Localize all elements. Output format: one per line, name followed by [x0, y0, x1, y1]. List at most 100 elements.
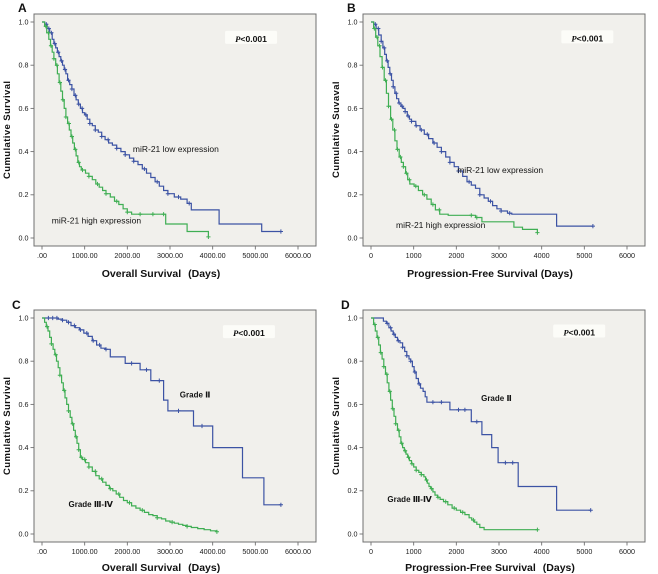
km-curve	[371, 317, 591, 511]
panel-a-plot: .00 1000.00 2000.00 3000.00 4000.00 5000.00 60…	[19, 13, 317, 260]
x-tick-label: 0	[369, 547, 373, 556]
y-tick-label: 0.2	[19, 190, 29, 199]
plot-frame	[362, 309, 646, 543]
p-value-box	[225, 30, 278, 44]
panel-b-letter: B	[347, 1, 356, 15]
x-axis-title-unit: (Days)	[188, 268, 221, 280]
panel-a: A Cumulative Survival .00 1000.00 2000.00 3…	[0, 0, 329, 290]
panel-c-letter: C	[12, 298, 21, 312]
x-tick-label: 3000	[491, 547, 507, 556]
y-tick-label: 0.4	[348, 147, 358, 156]
y-tick-label: 1.0	[348, 313, 358, 322]
x-axis-title-main: Overall Survival	[101, 562, 182, 574]
x-tick-label: 3000	[491, 251, 507, 260]
y-tick-label: 0.4	[19, 443, 29, 452]
y-tick-label: 0.8	[348, 357, 358, 366]
y-tick-label: 0.6	[348, 400, 358, 409]
km-curve	[42, 317, 281, 506]
x-tick-label: 2000.00	[114, 547, 140, 556]
x-tick-label: 4000.00	[200, 547, 226, 556]
x-tick-label: 2000	[448, 251, 464, 260]
panel-d-x-axis-title: Progression-Free Survival (Days)	[331, 562, 649, 574]
x-tick-label: .00	[37, 251, 47, 260]
p-value-label: P<0.001	[563, 327, 595, 337]
p-value-box	[561, 30, 614, 44]
y-tick-label: 0.0	[19, 529, 29, 538]
x-tick-label: 1000	[406, 251, 422, 260]
y-tick-label: 0.2	[19, 486, 29, 495]
x-tick-label: 5000	[576, 251, 592, 260]
y-tick-label: 0.6	[348, 104, 358, 113]
x-axis-title-unit: (Days)	[542, 562, 575, 574]
x-tick-label: 2000.00	[114, 251, 140, 260]
plot-frame	[33, 13, 317, 247]
p-value-box	[222, 325, 275, 339]
y-tick-label: 1.0	[19, 17, 29, 26]
p-value-box	[553, 324, 606, 338]
censor-marks	[385, 321, 593, 513]
y-tick-label: 0.6	[19, 400, 29, 409]
panel-c: C Cumulative Survival .00 1000.00 2000.00 3…	[0, 290, 329, 574]
x-tick-label: 4000	[534, 547, 550, 556]
km-curve	[42, 21, 281, 233]
x-axis-title-unit: (Days)	[188, 562, 221, 574]
censor-marks	[372, 26, 540, 235]
censor-marks	[373, 22, 595, 229]
plot-frame	[362, 13, 646, 247]
y-tick-label: 0.8	[19, 357, 29, 366]
x-tick-label: 6000	[619, 547, 635, 556]
panel-b-x-axis-title: Progression-Free Survival (Days)	[331, 268, 649, 280]
x-tick-label: 1000	[406, 547, 422, 556]
panel-d-letter: D	[341, 298, 350, 312]
y-tick-label: 0.0	[19, 233, 29, 242]
y-tick-label: 0.4	[19, 147, 29, 156]
p-value-label: P<0.001	[571, 33, 603, 43]
x-tick-label: 3000.00	[157, 251, 183, 260]
y-tick-label: 1.0	[348, 17, 358, 26]
x-tick-label: 1000.00	[72, 251, 98, 260]
plot-area	[363, 14, 645, 246]
plot-frame	[33, 309, 317, 543]
y-tick-label: 0.2	[348, 486, 358, 495]
panel-b: B Cumulative Suvaval 0 1000 2000 3000 4000 50…	[329, 0, 658, 290]
censor-marks	[46, 315, 283, 507]
x-tick-label: 5000.00	[242, 547, 268, 556]
x-tick-label: 2000	[448, 547, 464, 556]
panel-c-x-axis-title: Overall Survival (Days)	[2, 562, 320, 574]
x-tick-label: 6000.00	[285, 251, 311, 260]
p-value-label: P<0.001	[233, 328, 265, 338]
censor-marks	[45, 324, 219, 534]
panel-b-plot: 0 1000 2000 3000 4000 5000 6000 0.0 0.2 0.4 0.6 0.8…	[348, 13, 646, 260]
x-tick-label: 3000.00	[157, 547, 183, 556]
x-tick-label: 4000	[534, 251, 550, 260]
series-label: Grade Ⅲ-Ⅳ	[69, 500, 114, 509]
plot-area	[34, 310, 316, 542]
x-tick-label: 6000.00	[285, 547, 311, 556]
panel-c-plot: .00 1000.00 2000.00 3000.00 4000.00 5000.00 60…	[19, 309, 317, 556]
x-tick-label: .00	[37, 547, 47, 556]
plot-area	[363, 310, 645, 542]
x-tick-label: 4000.00	[200, 251, 226, 260]
x-tick-label: 5000	[576, 547, 592, 556]
x-tick-label: 5000.00	[242, 251, 268, 260]
y-tick-label: 0.8	[19, 61, 29, 70]
panel-d: D Cumulative Survival 0 1000 2000 3000 4000 5…	[329, 290, 658, 574]
y-tick-label: 0.2	[348, 190, 358, 199]
series-label: miR-21 low expression	[457, 165, 543, 175]
x-tick-label: 0	[369, 251, 373, 260]
series-label: miR-21 high expression	[396, 220, 486, 230]
y-tick-label: 0.6	[19, 104, 29, 113]
y-tick-label: 0.4	[348, 443, 358, 452]
x-axis-title-unit: (Days)	[540, 268, 573, 280]
panel-a-letter: A	[18, 1, 27, 15]
p-value-label: P<0.001	[235, 34, 267, 44]
y-tick-label: 0.8	[348, 61, 358, 70]
plot-area	[34, 14, 316, 246]
series-label: Grade Ⅲ-Ⅳ	[387, 495, 432, 504]
series-label: miR-21 high expression	[52, 215, 142, 225]
panel-a-x-axis-title: Overall Survival (Days)	[2, 268, 320, 280]
series-label: miR-21 low expression	[133, 144, 219, 154]
x-tick-label: 1000.00	[72, 547, 98, 556]
censor-marks	[43, 24, 211, 239]
